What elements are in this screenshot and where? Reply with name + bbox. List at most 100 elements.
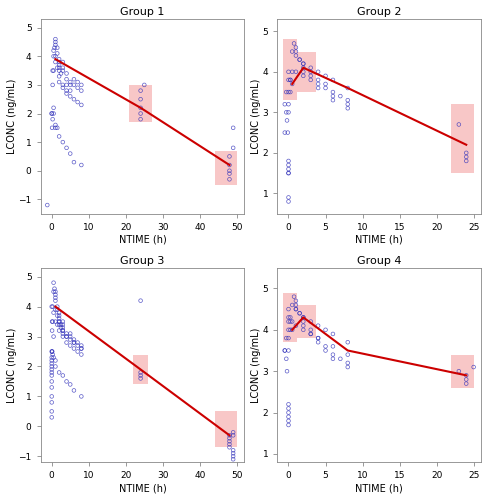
Point bbox=[285, 108, 292, 116]
Bar bbox=[451, 104, 474, 173]
Point bbox=[455, 120, 463, 128]
Point bbox=[314, 322, 322, 330]
Point bbox=[137, 296, 144, 304]
Point bbox=[281, 346, 289, 354]
Point bbox=[137, 104, 144, 112]
Point bbox=[51, 44, 59, 52]
Point bbox=[286, 326, 294, 334]
Point bbox=[283, 88, 290, 96]
Point bbox=[48, 368, 56, 376]
Point bbox=[66, 86, 74, 94]
Point bbox=[286, 318, 294, 326]
Point bbox=[283, 334, 290, 342]
Point bbox=[70, 75, 78, 83]
Point bbox=[296, 309, 304, 318]
Point bbox=[322, 326, 329, 334]
Point bbox=[292, 297, 300, 305]
Point bbox=[52, 294, 60, 302]
Point bbox=[52, 52, 60, 60]
Point bbox=[52, 121, 60, 129]
Point bbox=[286, 76, 294, 84]
Point bbox=[225, 440, 233, 448]
Point bbox=[285, 412, 292, 420]
Point bbox=[59, 330, 67, 338]
Point bbox=[51, 284, 59, 292]
Point bbox=[57, 70, 65, 78]
Point bbox=[290, 292, 298, 300]
Title: Group 2: Group 2 bbox=[357, 7, 402, 17]
Point bbox=[48, 326, 56, 334]
Point bbox=[55, 318, 63, 326]
Point bbox=[59, 66, 67, 74]
Point bbox=[62, 330, 70, 338]
Point bbox=[307, 326, 315, 334]
Point bbox=[225, 161, 233, 169]
Point bbox=[137, 110, 144, 118]
Point bbox=[229, 450, 237, 458]
Point bbox=[285, 68, 292, 76]
Point bbox=[307, 330, 315, 338]
Point bbox=[329, 76, 337, 84]
Point bbox=[66, 330, 74, 338]
Point bbox=[329, 88, 337, 96]
Y-axis label: LCONC (ng/mL): LCONC (ng/mL) bbox=[7, 78, 17, 154]
Point bbox=[285, 408, 292, 416]
Point bbox=[70, 338, 78, 346]
Point bbox=[329, 96, 337, 104]
Point bbox=[307, 76, 315, 84]
Point bbox=[48, 348, 56, 356]
Point bbox=[49, 81, 57, 89]
Point bbox=[292, 322, 300, 330]
Point bbox=[53, 306, 61, 314]
Point bbox=[66, 342, 74, 349]
Point bbox=[292, 305, 300, 313]
Point bbox=[59, 332, 67, 340]
Point bbox=[314, 68, 322, 76]
Point bbox=[462, 149, 470, 157]
Point bbox=[70, 344, 78, 352]
Point bbox=[344, 84, 352, 92]
Point bbox=[307, 330, 315, 338]
Point bbox=[55, 308, 63, 316]
Point bbox=[52, 296, 60, 304]
Point bbox=[74, 348, 81, 356]
Point bbox=[55, 78, 63, 86]
Point bbox=[59, 64, 67, 72]
Point bbox=[300, 314, 307, 322]
Point bbox=[52, 306, 60, 314]
Point bbox=[53, 50, 61, 58]
Bar bbox=[215, 412, 237, 448]
Point bbox=[66, 92, 74, 100]
Point bbox=[48, 362, 56, 370]
Point bbox=[59, 81, 67, 89]
Point bbox=[225, 176, 233, 184]
Point bbox=[48, 356, 56, 364]
Point bbox=[59, 326, 67, 334]
Point bbox=[62, 332, 70, 340]
Point bbox=[55, 132, 63, 140]
Point bbox=[57, 324, 65, 332]
Title: Group 4: Group 4 bbox=[357, 256, 402, 266]
Point bbox=[52, 58, 60, 66]
Point bbox=[70, 95, 78, 103]
Point bbox=[62, 144, 70, 152]
Point bbox=[55, 58, 63, 66]
Point bbox=[49, 66, 57, 74]
X-axis label: NTIME (h): NTIME (h) bbox=[355, 234, 403, 244]
Point bbox=[225, 432, 233, 440]
Point bbox=[288, 301, 296, 309]
Point bbox=[62, 70, 70, 78]
Point bbox=[300, 60, 307, 68]
Point bbox=[50, 46, 58, 54]
Point bbox=[283, 108, 290, 116]
Point bbox=[50, 104, 58, 112]
Point bbox=[322, 72, 329, 80]
Point bbox=[336, 355, 344, 363]
Point bbox=[78, 344, 85, 352]
Point bbox=[53, 44, 61, 52]
Point bbox=[225, 152, 233, 160]
Point bbox=[300, 60, 307, 68]
Point bbox=[52, 124, 60, 132]
Point bbox=[50, 354, 58, 362]
Point bbox=[225, 434, 233, 442]
